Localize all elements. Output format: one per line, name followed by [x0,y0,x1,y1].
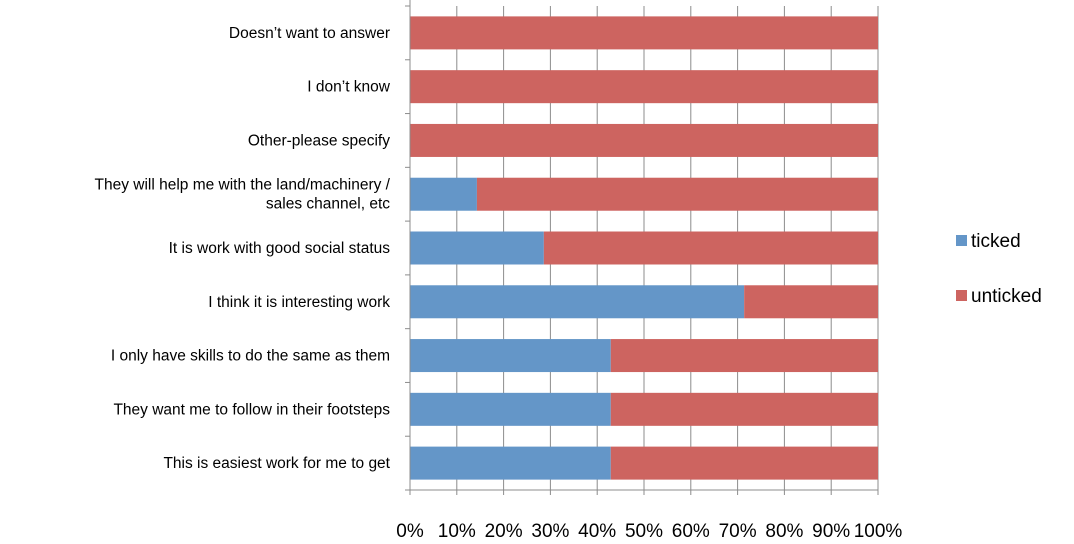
bar-ticked [410,177,477,211]
bar-unticked [610,446,878,480]
category-label: This is easiest work for me to get [163,455,390,472]
bar-unticked [744,285,878,319]
legend: ticked unticked [956,231,1042,307]
bar-unticked [610,392,878,426]
bar-unticked [610,339,878,373]
category-label: I think it is interesting work [208,294,390,311]
bar-unticked [543,231,878,265]
x-tick-label: 70% [719,521,757,542]
x-tick-label: 50% [625,521,663,542]
bar-ticked [410,392,611,426]
category-labels: Doesn’t want to answer I don’t know Other-… [95,25,391,472]
x-tick-label: 10% [438,521,476,542]
legend-swatch-ticked [956,235,967,246]
category-label: Other-please specify [248,132,390,149]
legend-label-ticked: ticked [971,231,1021,252]
bar-ticked [410,339,611,373]
bar-ticked [410,231,544,265]
x-tick-label: 30% [531,521,569,542]
bar-unticked [410,16,878,50]
bar-ticked [410,285,745,319]
x-tick-label: 0% [396,521,424,542]
bars [410,16,878,480]
x-tick-label: 40% [578,521,616,542]
x-tick-label: 100% [854,521,903,542]
bar-unticked [410,123,878,157]
category-label: They will help me with the land/machiner… [95,177,391,213]
axes [405,0,878,495]
x-tick-label: 60% [672,521,710,542]
bar-ticked [410,446,611,480]
x-tick-label: 90% [812,521,850,542]
category-label: I only have skills to do the same as the… [111,348,390,365]
bar-unticked [410,70,878,104]
legend-swatch-unticked [956,290,967,301]
category-label: Doesn’t want to answer [229,25,390,42]
category-label: It is work with good social status [169,240,391,257]
legend-label-unticked: unticked [971,286,1042,307]
category-label: They want me to follow in their footstep… [113,401,390,418]
x-tick-label: 20% [485,521,523,542]
x-tick-label: 80% [765,521,803,542]
category-label: I don’t know [307,79,391,96]
x-tick-labels: 0% 10% 20% 30% 40% 50% 60% 70% 80% 90% 100% [396,521,902,542]
bar-unticked [476,177,878,211]
